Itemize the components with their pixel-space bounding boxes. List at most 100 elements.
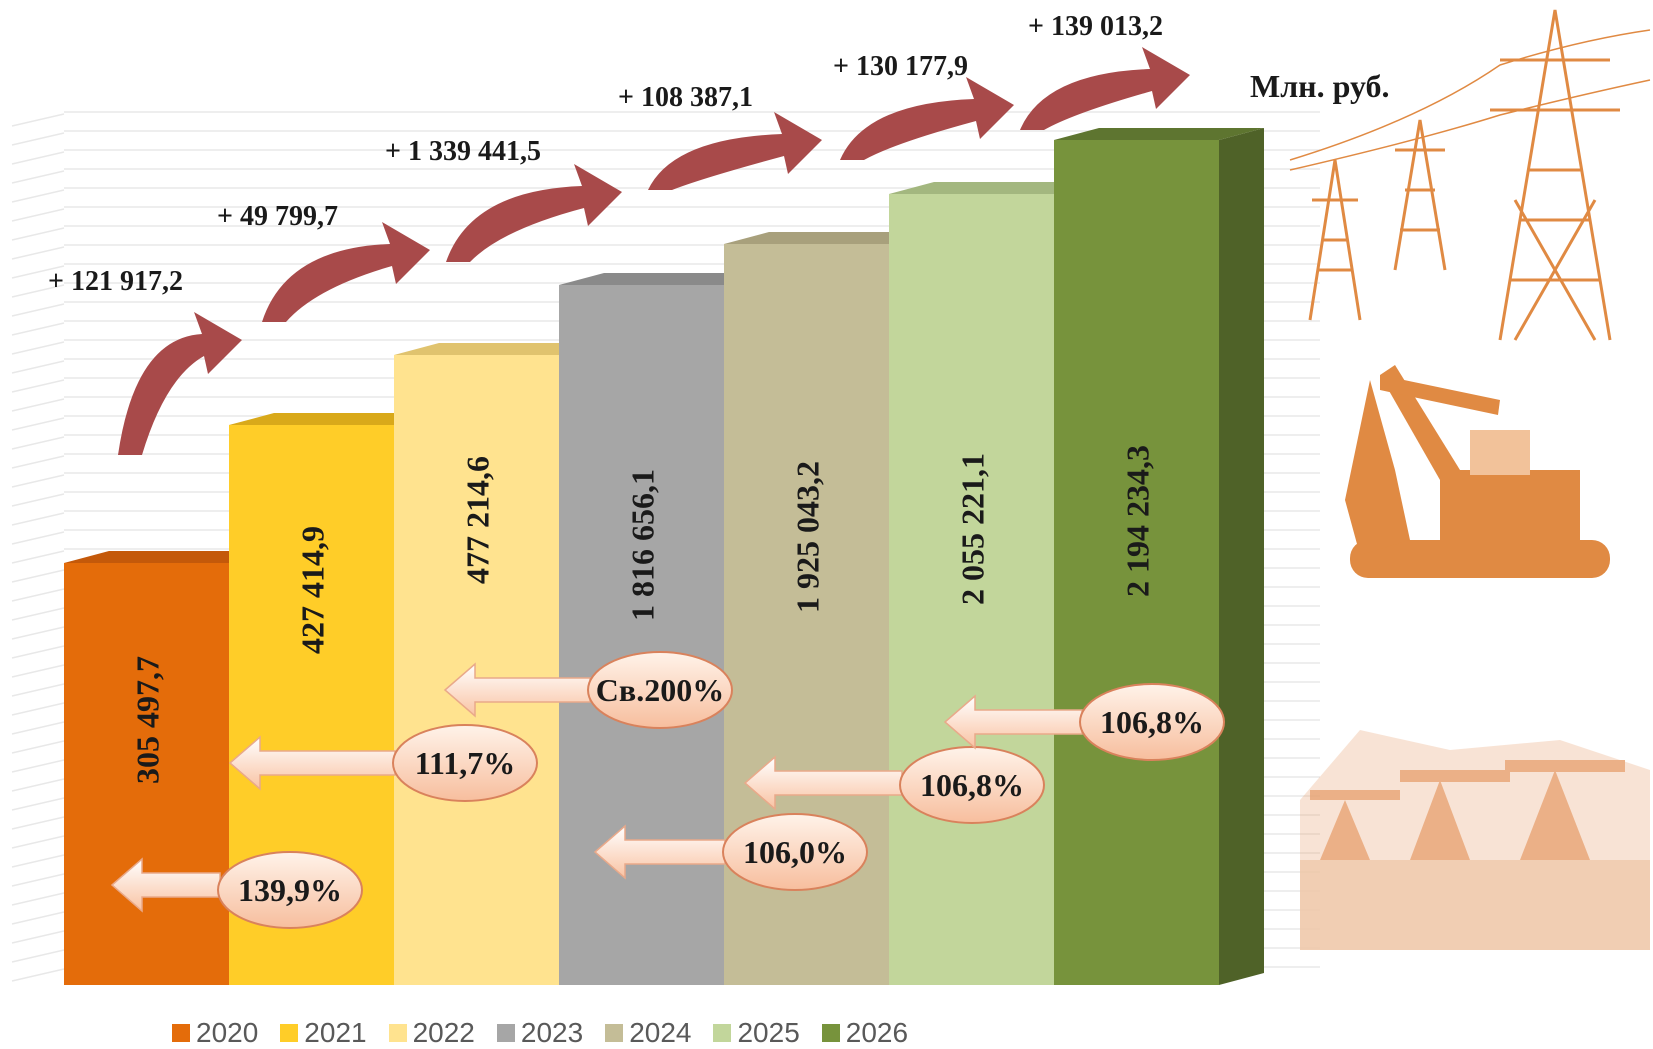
growth-callout: [392, 724, 538, 802]
gridline-depth: [11, 531, 65, 545]
legend-item-2020: 2020: [172, 1017, 258, 1049]
gridline-depth: [11, 379, 65, 393]
gridline-depth: [11, 170, 65, 184]
gridline-depth: [11, 455, 65, 469]
legend-swatch: [280, 1024, 299, 1042]
gridline-depth: [11, 930, 65, 944]
growth-rate-label: 106,8%: [1100, 704, 1204, 740]
increase-arrow: [840, 77, 1014, 160]
gridline-depth: [11, 702, 65, 716]
excavator-icon: [1345, 365, 1610, 578]
legend-swatch: [605, 1024, 624, 1042]
growth-rate-label: Св.200%: [596, 672, 724, 708]
increment-label: + 121 917,2: [48, 266, 183, 297]
gridline-depth: [11, 113, 65, 127]
legend-label: 2024: [629, 1017, 692, 1048]
legend-label: 2020: [196, 1017, 259, 1048]
oil-pump-icon: [1300, 730, 1650, 950]
gridline-depth: [11, 588, 65, 602]
gridline-depth: [11, 474, 65, 488]
gridline-depth: [11, 417, 65, 431]
bar-top-2021: [229, 413, 439, 425]
gridline-depth: [11, 740, 65, 754]
bar-top-2020: [64, 551, 274, 563]
growth-callout: [899, 746, 1045, 824]
growth-callout: [217, 851, 363, 929]
increase-arrow: [446, 164, 622, 262]
bar-2022: [394, 355, 559, 985]
growth-callout: [1079, 683, 1225, 761]
bar-side-2026: [1219, 128, 1264, 985]
increment-label: + 130 177,9: [833, 51, 968, 82]
bar-top-2023: [559, 273, 769, 285]
gridline-depth: [11, 512, 65, 526]
legend-label: 2021: [304, 1017, 367, 1048]
increase-arrow: [648, 112, 822, 190]
gridline-depth: [11, 189, 65, 203]
unit-label: Млн. руб.: [1250, 68, 1390, 104]
bar-value-label: 2 055 221,1: [955, 453, 991, 605]
growth-callout: [587, 651, 733, 729]
gridline-depth: [11, 854, 65, 868]
gridline-depth: [11, 911, 65, 925]
increment-label: + 108 387,1: [618, 82, 753, 113]
growth-rate-label: 139,9%: [238, 872, 342, 908]
bar-2023: [559, 285, 724, 985]
bar-2026: [1054, 140, 1219, 985]
gridline-depth: [11, 797, 65, 811]
gridline-depth: [11, 265, 65, 279]
legend-label: 2025: [737, 1017, 800, 1048]
increment-label: + 1 339 441,5: [385, 136, 541, 167]
bar-value-label: 1 925 043,2: [790, 461, 826, 613]
gridline-depth: [11, 569, 65, 583]
gridline-depth: [11, 284, 65, 298]
gridline-depth: [11, 341, 65, 355]
bar-2020: [64, 563, 229, 985]
gridline-depth: [11, 227, 65, 241]
gridline-depth: [11, 493, 65, 507]
gridline-depth: [11, 645, 65, 659]
bar-value-label: 1 816 656,1: [625, 469, 661, 621]
gridline-depth: [11, 322, 65, 336]
bar-value-label: 305 497,7: [130, 656, 166, 784]
bar-value-label: 427 414,9: [295, 526, 331, 654]
gridline-depth: [11, 873, 65, 887]
bar-top-2022: [394, 343, 604, 355]
gridline-depth: [11, 892, 65, 906]
bar-value-label: 477 214,6: [460, 456, 496, 584]
legend-item-2024: 2024: [605, 1017, 691, 1049]
legend-item-2025: 2025: [713, 1017, 800, 1049]
growth-rate-label: 106,8%: [920, 767, 1024, 803]
legend-swatch: [713, 1024, 732, 1042]
legend-item-2023: 2023: [496, 1017, 584, 1049]
increment-label: + 49 799,7: [217, 201, 338, 232]
increase-arrow: [262, 222, 430, 322]
legend-label: 2023: [520, 1017, 584, 1048]
gridline-depth: [11, 550, 65, 564]
bar-top-2026: [1054, 128, 1264, 140]
gridline-depth: [11, 360, 65, 374]
bar-top-2024: [724, 232, 934, 244]
legend-item-2022: 2022: [388, 1017, 475, 1049]
legend-swatch: [388, 1024, 407, 1042]
gridline-depth: [11, 721, 65, 735]
bar-top-2025: [889, 182, 1099, 194]
gridline-depth: [11, 436, 65, 450]
gridline-depth: [11, 208, 65, 222]
gridline-depth: [11, 626, 65, 640]
legend-swatch: [172, 1024, 190, 1042]
growth-callout: [722, 813, 868, 891]
gridline-depth: [11, 607, 65, 621]
gridline-depth: [11, 246, 65, 260]
gridline-depth: [11, 835, 65, 849]
gridline-depth: [11, 398, 65, 412]
legend: 2020 2021 2022 2023 2024 2025 2026: [172, 1017, 930, 1049]
increase-arrow: [1020, 47, 1190, 130]
gridline-depth: [11, 759, 65, 773]
legend-label: 2022: [412, 1017, 475, 1048]
legend-item-2026: 2026: [821, 1017, 909, 1049]
legend-label: 2026: [845, 1017, 909, 1048]
gridline-depth: [11, 664, 65, 678]
increase-arrow: [118, 312, 242, 455]
